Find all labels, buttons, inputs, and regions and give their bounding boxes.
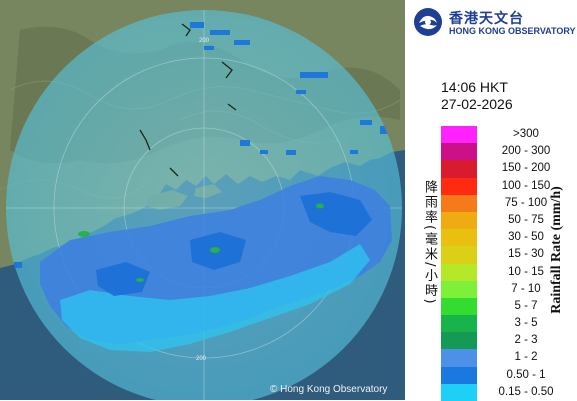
legend-swatch — [441, 229, 477, 247]
legend-label: 15 - 30 — [508, 248, 544, 261]
legend-swatch — [441, 366, 477, 384]
rain-echoes — [14, 22, 392, 352]
legend-label: 2 - 3 — [514, 334, 538, 347]
radar-date: 27-02-2026 — [441, 96, 513, 112]
rain-band-light — [60, 244, 370, 352]
legend-swatch — [441, 280, 477, 298]
legend-label: 3 - 5 — [514, 317, 538, 330]
legend-title-en: Rainfall Rate (mm/h) — [549, 186, 564, 314]
legend-row: 200 - 300 — [441, 143, 571, 161]
hko-logo: 香港天文台 HONG KONG OBSERVATORY — [413, 6, 576, 38]
legend-swatch — [441, 160, 477, 178]
copyright-text: © Hong Kong Observatory — [270, 384, 388, 395]
radar-time: 14:06 HKT — [441, 79, 508, 95]
legend-label: 30 - 50 — [508, 231, 544, 244]
legend-panel: 香港天文台 HONG KONG OBSERVATORY 14:06 HKT 27… — [405, 0, 577, 401]
coastline-features — [139, 23, 237, 177]
legend-row: 7 - 10 — [441, 280, 571, 298]
legend-row: 2 - 3 — [441, 332, 571, 350]
legend-swatch — [441, 315, 477, 333]
rain-cell-southwest — [96, 262, 150, 296]
legend-swatch — [441, 177, 477, 195]
legend-swatch — [441, 332, 477, 350]
radar-map[interactable]: 200 200 — [0, 0, 405, 400]
legend-row: 15 - 30 — [441, 246, 571, 264]
legend-swatch — [441, 194, 477, 212]
legend-label: 75 - 100 — [504, 196, 548, 209]
legend-label: 7 - 10 — [511, 282, 541, 295]
legend-swatch — [441, 297, 477, 316]
legend-swatch — [441, 126, 477, 144]
legend-swatch — [441, 246, 477, 264]
legend-label: 200 - 300 — [501, 145, 551, 158]
legend-row: 150 - 200 — [441, 160, 571, 178]
legend-label: >300 — [513, 128, 539, 140]
legend-label: 1 - 2 — [514, 351, 538, 364]
legend-label: 5 - 7 — [514, 299, 538, 312]
legend-swatch — [441, 383, 477, 401]
rain-cell-east — [300, 192, 372, 236]
legend-swatch — [441, 349, 477, 367]
legend-title-zh: 降雨率(毫米/小時) — [422, 180, 437, 306]
legend-label: 150 - 200 — [501, 162, 551, 175]
legend-row: 3 - 5 — [441, 315, 571, 333]
legend-swatch — [441, 263, 477, 281]
legend-label: 10 - 15 — [508, 265, 544, 278]
radar-map-canvas: 200 200 — [0, 0, 405, 400]
rainfall-legend: >300 200 - 300 150 - 200 100 - 150 75 - 100 5… — [441, 126, 571, 401]
legend-label: 0.50 - 1 — [506, 368, 546, 381]
legend-row: 75 - 100 — [441, 194, 571, 212]
legend-row: 10 - 15 — [441, 263, 571, 281]
legend-row: 0.50 - 1 — [441, 366, 571, 384]
rain-moderate-cells — [78, 203, 324, 282]
legend-row: 50 - 75 — [441, 211, 571, 230]
hko-logo-icon — [414, 8, 442, 36]
legend-label: 50 - 75 — [508, 213, 544, 226]
legend-row: 30 - 50 — [441, 229, 571, 247]
legend-row: 100 - 150 — [441, 177, 571, 195]
range-ring-label-top: 200 — [199, 38, 210, 44]
legend-row: 1 - 2 — [441, 349, 571, 367]
range-ring-label-bottom: 200 — [196, 356, 207, 362]
legend-label: 100 - 150 — [501, 179, 551, 192]
legend-label: 0.15 - 0.50 — [498, 385, 554, 398]
hko-name-en: HONG KONG OBSERVATORY — [449, 26, 576, 36]
legend-swatch — [441, 211, 477, 230]
legend-row: 0.15 - 0.50 — [441, 383, 571, 401]
hko-name-zh: 香港天文台 — [449, 11, 524, 27]
legend-row: 5 - 7 — [441, 297, 571, 316]
legend-row: >300 — [441, 126, 571, 144]
legend-swatch — [441, 143, 477, 161]
